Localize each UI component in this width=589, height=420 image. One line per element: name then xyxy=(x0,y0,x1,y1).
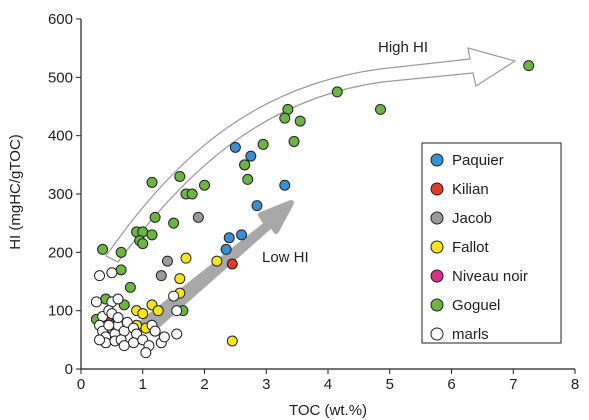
data-point-fallot xyxy=(174,273,186,285)
data-point-paquier xyxy=(229,141,241,153)
data-point-paquier xyxy=(220,243,232,255)
data-point-goguel xyxy=(174,171,186,182)
data-point-goguel xyxy=(374,103,386,115)
legend-label: Goguel xyxy=(452,297,500,314)
x-axis-label: TOC (wt.%) xyxy=(289,402,367,419)
x-tick-label: 6 xyxy=(447,376,455,393)
data-point-goguel xyxy=(146,229,158,241)
high-hi-annotation: High HI xyxy=(378,39,428,56)
data-point-goguel xyxy=(124,281,136,293)
data-point-marls xyxy=(90,296,102,308)
data-point-marls xyxy=(94,270,106,282)
y-tick-label: 500 xyxy=(48,69,73,86)
data-point-marls xyxy=(118,340,130,352)
legend-marker xyxy=(430,211,444,225)
data-point-marls xyxy=(149,325,161,337)
data-point-goguel xyxy=(523,60,535,72)
data-point-goguel xyxy=(288,136,300,147)
legend-label: Jacob xyxy=(452,210,492,227)
legend-marker xyxy=(430,182,444,196)
legend-marker xyxy=(430,298,444,312)
data-point-goguel xyxy=(331,86,343,98)
data-point-goguel xyxy=(294,115,306,127)
data-point-marls xyxy=(94,334,106,346)
legend-marker xyxy=(430,153,444,167)
axes: 0 1 2 3 4 5 6 7 8 0 100 200 300 400 500 600 xyxy=(48,11,579,393)
data-point-goguel xyxy=(186,188,198,200)
data-point-goguel xyxy=(239,159,251,171)
data-point-goguel xyxy=(115,264,127,276)
x-tick-label: 3 xyxy=(262,376,270,393)
data-point-goguel xyxy=(242,173,254,185)
data-point-fallot xyxy=(226,335,238,347)
data-point-paquier xyxy=(236,229,248,241)
x-tick-label: 2 xyxy=(200,376,208,393)
legend-marker xyxy=(430,269,444,283)
legend-box xyxy=(421,142,562,344)
data-point-marls xyxy=(171,328,183,340)
data-point-fallot xyxy=(211,255,223,267)
legend-marker xyxy=(430,327,444,341)
y-tick-label: 100 xyxy=(48,303,73,320)
x-tick-label: 4 xyxy=(324,376,332,393)
low-hi-arrow xyxy=(140,200,294,334)
data-point-goguel xyxy=(137,238,149,250)
data-point-paquier xyxy=(251,200,263,212)
data-point-marls xyxy=(158,331,170,343)
y-axis-label: HI (mgHC/gTOC) xyxy=(7,134,24,250)
y-tick-label: 200 xyxy=(48,244,73,261)
data-point-kilian xyxy=(226,258,238,270)
trend-arrows xyxy=(105,47,516,334)
data-points xyxy=(90,60,535,359)
data-point-jacob xyxy=(161,255,173,267)
x-tick-label: 5 xyxy=(386,376,394,393)
legend-label: Fallot xyxy=(452,239,490,256)
y-tick-label: 300 xyxy=(48,186,73,203)
x-tick-label: 0 xyxy=(77,376,85,393)
x-tick-label: 7 xyxy=(509,376,517,393)
data-point-jacob xyxy=(192,211,204,223)
data-point-marls xyxy=(112,293,124,305)
data-point-marls xyxy=(106,267,118,279)
data-point-marls xyxy=(127,337,139,349)
high-hi-arrow xyxy=(105,47,516,263)
legend-label: Niveau noir xyxy=(452,268,528,285)
data-point-marls xyxy=(140,347,152,359)
data-point-paquier xyxy=(245,150,257,162)
legend-label: marls xyxy=(452,326,489,343)
x-tick-label: 1 xyxy=(139,376,147,393)
data-point-goguel xyxy=(257,138,269,150)
data-point-goguel xyxy=(146,176,158,188)
data-point-fallot xyxy=(152,305,164,317)
x-tick-label: 8 xyxy=(571,376,579,393)
legend-label: Kilian xyxy=(452,181,489,198)
y-tick-label: 400 xyxy=(48,128,73,145)
data-point-marls xyxy=(112,312,124,324)
data-point-marls xyxy=(103,319,115,331)
data-point-goguel xyxy=(199,179,210,191)
data-point-fallot xyxy=(180,252,192,264)
legend: Paquier Kilian Jacob Fallot Niveau noir Gogue… xyxy=(421,142,562,344)
data-point-marls xyxy=(171,305,183,317)
data-point-paquier xyxy=(223,232,235,244)
data-point-jacob xyxy=(155,270,167,282)
data-point-goguel xyxy=(168,217,180,229)
data-point-goguel xyxy=(279,112,291,124)
data-point-paquier xyxy=(279,179,291,191)
data-point-fallot xyxy=(137,308,149,320)
data-point-goguel xyxy=(149,211,161,223)
legend-label: Paquier xyxy=(452,152,504,169)
data-point-goguel xyxy=(97,243,109,255)
legend-marker xyxy=(430,240,444,254)
y-tick-label: 600 xyxy=(48,11,73,28)
data-point-goguel xyxy=(115,246,127,258)
y-tick-label: 0 xyxy=(65,361,73,378)
data-point-marls xyxy=(168,290,180,302)
low-hi-annotation: Low HI xyxy=(262,249,309,266)
